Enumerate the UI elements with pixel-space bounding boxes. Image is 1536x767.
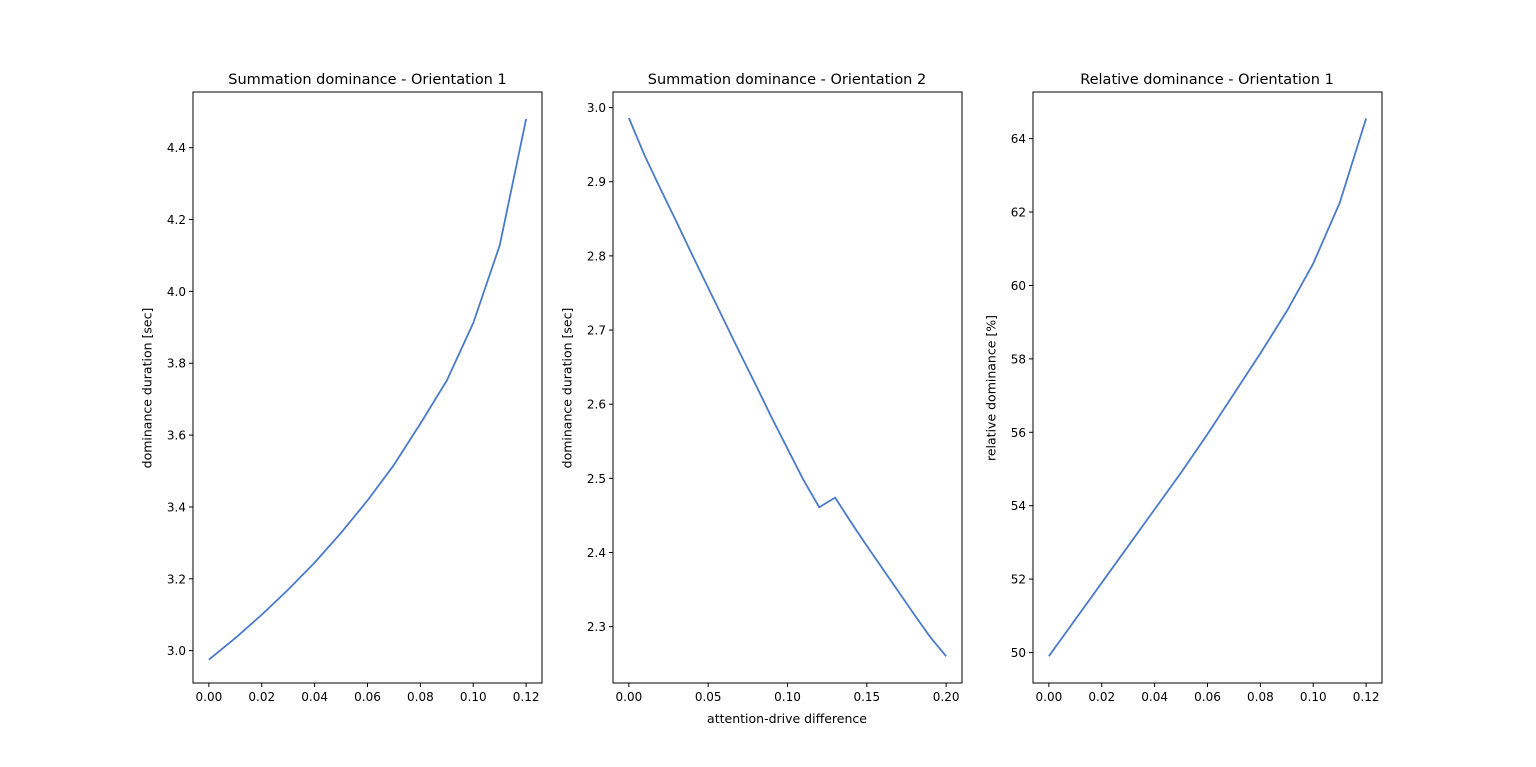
- panel-1-series-line: [208, 118, 528, 661]
- panel-3-axes-frame: [1032, 91, 1383, 684]
- panel-3-series-line: [1048, 118, 1367, 657]
- panel-1-xtick-label: 0.02: [248, 690, 275, 704]
- panel-1-ylabel: dominance duration [sec]: [140, 308, 155, 469]
- panel-1-ytick-label: 3.2: [167, 572, 186, 586]
- panel-1-ytick-label: 3.0: [167, 644, 186, 658]
- panel-2-ytick-label: 2.4: [587, 546, 606, 560]
- panel-3-xtick-label: 0.00: [1036, 690, 1063, 704]
- panel-3-xtick-label: 0.02: [1088, 690, 1115, 704]
- panel-3-ytick-label: 56: [1011, 426, 1026, 440]
- panel-2-xtick-label: 0.05: [695, 690, 722, 704]
- panel-3-xtick-label: 0.06: [1194, 690, 1221, 704]
- panel-2-xtick-label: 0.15: [853, 690, 880, 704]
- panel-1-xtick-label: 0.12: [513, 690, 540, 704]
- panel-2-axes-frame: [612, 91, 963, 684]
- panel-2-xtick-label: 0.20: [933, 690, 960, 704]
- panel-3-xtick-label: 0.10: [1300, 690, 1327, 704]
- panel-3-ytick-label: 60: [1011, 279, 1026, 293]
- panel-2-xtick-label: 0.10: [774, 690, 801, 704]
- panel-2-xlabel: attention-drive difference: [707, 711, 867, 726]
- panel-3-ytick-label: 64: [1011, 132, 1026, 146]
- panel-1-title: Summation dominance - Orientation 1: [228, 72, 506, 88]
- panel-2-series-line: [628, 117, 947, 657]
- panel-2-summation-orientation-2: Summation dominance - Orientation 2 domi…: [560, 72, 963, 726]
- panel-3-ytick-label: 50: [1011, 646, 1026, 660]
- panel-3-xtick-label: 0.12: [1353, 690, 1380, 704]
- panel-1-ytick-label: 3.6: [167, 429, 186, 443]
- panel-3-ytick-label: 54: [1011, 499, 1026, 513]
- panel-1-xtick-label: 0.00: [196, 690, 223, 704]
- panel-1-ytick-label: 4.4: [167, 141, 186, 155]
- panel-3-ytick-label: 52: [1011, 573, 1026, 587]
- panel-1-xtick-label: 0.08: [407, 690, 434, 704]
- panel-2-ticks: 0.00 0.05 0.10 0.15 0.20 2.3 2.4 2.5 2.6 2.7 2.8 2.…: [587, 101, 960, 704]
- panel-2-xtick-label: 0.00: [616, 690, 643, 704]
- panel-3-ticks: 0.00 0.02 0.04 0.06 0.08 0.10 0.12 50 52 54 56 58 60…: [1011, 132, 1380, 704]
- panel-2-ytick-label: 2.7: [587, 324, 606, 338]
- panel-2-title: Summation dominance - Orientation 2: [648, 72, 926, 88]
- panel-1-xtick-label: 0.06: [354, 690, 381, 704]
- panel-1-summation-orientation-1: Summation dominance - Orientation 1 domi…: [140, 72, 543, 704]
- panel-1-ytick-label: 3.8: [167, 357, 186, 371]
- panel-2-ytick-label: 2.6: [587, 398, 606, 412]
- panel-3-relative-orientation-1: Relative dominance - Orientation 1 relat…: [984, 72, 1383, 704]
- panel-3-ylabel: relative dominance [%]: [984, 315, 999, 461]
- panel-1-ytick-label: 4.0: [167, 285, 186, 299]
- panel-2-ytick-label: 2.8: [587, 249, 606, 263]
- panel-2-ytick-label: 3.0: [587, 101, 606, 115]
- panel-2-ytick-label: 2.9: [587, 175, 606, 189]
- panel-3-title: Relative dominance - Orientation 1: [1080, 72, 1334, 88]
- panel-1-xtick-label: 0.10: [460, 690, 487, 704]
- panel-1-ytick-label: 3.4: [167, 500, 186, 514]
- panel-2-ytick-label: 2.5: [587, 472, 606, 486]
- panel-3-ytick-label: 58: [1011, 352, 1026, 366]
- panel-1-ticks: 0.00 0.02 0.04 0.06 0.08 0.10 0.12 3.0 3.2 3.4 3.6…: [167, 141, 540, 704]
- panel-1-xtick-label: 0.04: [301, 690, 328, 704]
- panel-3-xtick-label: 0.08: [1247, 690, 1274, 704]
- panel-1-axes-frame: [192, 91, 543, 684]
- panel-3-xtick-label: 0.04: [1141, 690, 1168, 704]
- panel-3-ytick-label: 62: [1011, 206, 1026, 220]
- panel-2-ylabel: dominance duration [sec]: [560, 308, 575, 469]
- panel-1-ytick-label: 4.2: [167, 213, 186, 227]
- panel-2-ytick-label: 2.3: [587, 620, 606, 634]
